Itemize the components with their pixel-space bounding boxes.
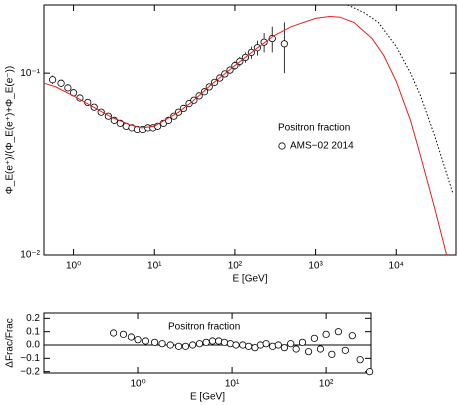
legend-label: AMS−02 2014 (290, 141, 354, 152)
y-tick-label: 0.0 (26, 340, 40, 351)
x-axis-label: E [GeV] (190, 392, 225, 403)
data-point (298, 338, 307, 346)
data-point (322, 330, 330, 338)
data-point (232, 341, 240, 349)
data-point (202, 338, 210, 346)
data-point (181, 342, 190, 350)
plot-frame (43, 4, 457, 256)
x-tick-label: 10¹ (147, 261, 162, 272)
data-point (310, 334, 318, 342)
data-point (195, 340, 204, 348)
data-point (57, 79, 65, 87)
data-point (262, 340, 270, 348)
y-tick-label: 10⁻¹ (20, 68, 40, 79)
x-axis-label: E [GeV] (232, 274, 267, 285)
data-point (334, 328, 342, 336)
data-point (166, 341, 174, 349)
model-curve (43, 15, 448, 256)
data-point (220, 338, 229, 346)
data-point (280, 40, 288, 48)
data-point (287, 340, 295, 348)
y-axis-label: ΔFrac/Frac (5, 318, 16, 367)
y-tick-label: 0.2 (26, 313, 40, 324)
y-tick-label: −0.1 (20, 353, 40, 364)
x-tick-label: 10² (319, 379, 334, 390)
data-point (64, 84, 72, 92)
data-point (110, 329, 118, 337)
x-tick-label: 10⁴ (389, 261, 404, 272)
data-point (348, 332, 356, 340)
legend-title: Positron fraction (278, 123, 350, 134)
data-point (245, 342, 253, 350)
data-point (188, 341, 197, 349)
y-axis-label: Φ_E(e⁺)/(Φ_E(e⁺)+Φ_E(e⁻)) (5, 66, 16, 194)
data-point (356, 356, 364, 364)
plot-frame (43, 312, 372, 374)
data-point (200, 88, 209, 96)
data-point (239, 341, 247, 349)
y-tick-label: −0.2 (20, 366, 40, 377)
y-tick-label: 0.1 (26, 326, 40, 337)
data-point (134, 336, 142, 344)
legend-marker (278, 142, 286, 150)
data-point (127, 333, 136, 341)
data-point (119, 330, 128, 338)
legend-title: Positron fraction (168, 322, 240, 333)
data-point (141, 337, 150, 345)
data-point (292, 345, 300, 353)
data-point (158, 340, 166, 348)
data-point (274, 341, 282, 349)
data-point (170, 112, 178, 120)
data-point (151, 338, 159, 346)
model-curve (347, 4, 454, 193)
x-tick-label: 10² (228, 261, 243, 272)
x-tick-label: 10⁰ (66, 261, 81, 272)
data-point (215, 337, 223, 345)
data-point (304, 348, 313, 356)
y-tick-label: 10⁻² (20, 250, 40, 261)
data-point (328, 350, 336, 358)
x-tick-label: 10³ (308, 261, 323, 272)
data-point (366, 368, 374, 376)
x-tick-label: 10⁰ (130, 379, 145, 390)
x-tick-label: 10¹ (225, 379, 240, 390)
data-point (341, 346, 349, 354)
data-point (280, 344, 289, 352)
data-point (175, 342, 183, 350)
data-point (208, 337, 217, 345)
data-point (268, 34, 276, 43)
data-point (316, 345, 325, 353)
data-point (49, 76, 57, 84)
